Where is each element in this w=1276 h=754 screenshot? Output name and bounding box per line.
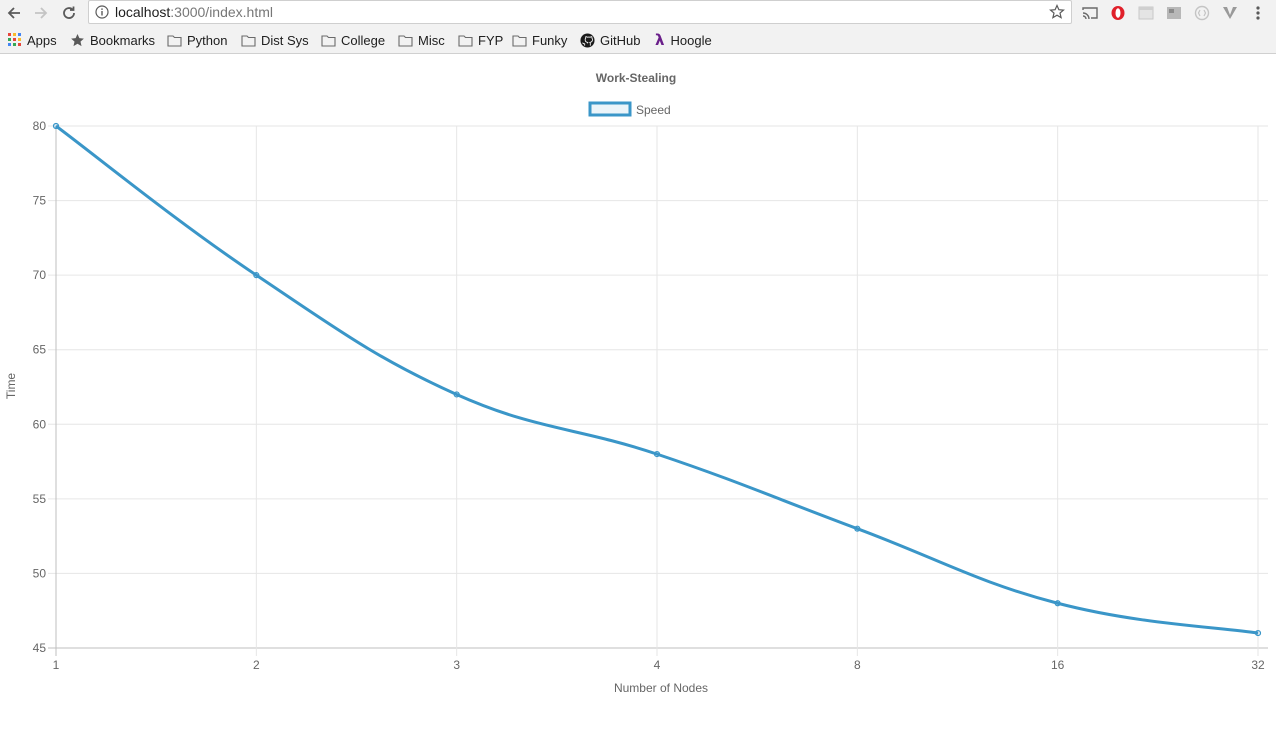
data-point[interactable] xyxy=(1054,600,1061,607)
bookmark-label: Apps xyxy=(27,32,57,48)
extension-icon[interactable] xyxy=(1137,4,1155,22)
data-point[interactable] xyxy=(253,272,260,279)
x-tick-label: 2 xyxy=(253,658,260,672)
x-tick-label: 4 xyxy=(654,658,661,672)
series-group xyxy=(52,122,1262,637)
y-tick-label: 75 xyxy=(33,194,47,208)
bookmark-label: Dist Sys xyxy=(261,32,309,48)
y-tick-label: 50 xyxy=(33,566,47,580)
browser-toolbar: localhost:3000/index.html xyxy=(0,0,1276,26)
folder-icon xyxy=(512,34,527,47)
bookmark-folder-funky[interactable]: Funky xyxy=(512,31,567,49)
y-tick-label: 60 xyxy=(33,417,47,431)
url-path: :3000/index.html xyxy=(170,4,273,20)
forward-arrow-icon xyxy=(35,7,48,19)
lambda-icon: λ xyxy=(655,31,665,49)
folder-icon xyxy=(321,34,336,47)
folder-icon xyxy=(241,34,256,47)
site-info-icon[interactable] xyxy=(95,5,109,24)
series-line-speed xyxy=(55,124,1259,635)
bookmark-folder-fyp[interactable]: FYP xyxy=(458,31,503,49)
bookmark-label: Funky xyxy=(532,32,568,48)
bookmark-label: College xyxy=(341,32,386,48)
reload-icon xyxy=(63,6,75,19)
bookmark-label: Python xyxy=(187,32,228,48)
back-button[interactable] xyxy=(3,2,25,24)
bookmark-github[interactable]: GitHub xyxy=(580,31,640,49)
y-tick-label: 65 xyxy=(33,343,47,357)
x-tick-label: 1 xyxy=(53,658,60,672)
bookmark-label: GitHub xyxy=(600,32,641,48)
extension-icon[interactable] xyxy=(1165,4,1183,22)
browser-chrome: localhost:3000/index.html xyxy=(0,0,1276,54)
cast-icon[interactable] xyxy=(1081,4,1099,22)
data-point[interactable] xyxy=(453,391,460,398)
folder-icon xyxy=(167,34,182,47)
x-tick-label: 16 xyxy=(1051,658,1065,672)
bookmark-hoogle[interactable]: λ Hoogle xyxy=(655,31,712,49)
bookmark-star-icon[interactable] xyxy=(1049,4,1065,25)
bookmark-folder-college[interactable]: College xyxy=(321,31,385,49)
opera-icon[interactable] xyxy=(1109,4,1127,22)
url-host: localhost xyxy=(115,4,171,20)
chart-grid xyxy=(48,125,1268,656)
bookmark-label: Bookmarks xyxy=(90,32,156,48)
y-tick-label: 70 xyxy=(33,268,47,282)
chart-title: Work-Stealing xyxy=(596,71,676,85)
address-bar[interactable]: localhost:3000/index.html xyxy=(88,0,1072,24)
bookmark-label: Hoogle xyxy=(670,32,712,48)
menu-dots-icon[interactable] xyxy=(1249,4,1267,22)
x-axis-title: Number of Nodes xyxy=(614,681,708,695)
bookmark-folder-dist-sys[interactable]: Dist Sys xyxy=(241,31,309,49)
back-arrow-icon xyxy=(7,7,20,19)
legend-swatch xyxy=(588,101,632,117)
data-point[interactable] xyxy=(854,525,861,532)
x-tick-label: 32 xyxy=(1251,658,1265,672)
data-point[interactable] xyxy=(1254,629,1262,637)
y-tick-label: 45 xyxy=(33,641,47,655)
folder-icon xyxy=(398,34,413,47)
x-tick-labels: 1 2 3 4 8 16 32 xyxy=(53,658,1265,672)
data-point[interactable] xyxy=(52,122,60,130)
line-chart: Work-Stealing Speed Time Number of Nodes… xyxy=(4,71,1268,695)
reload-button[interactable] xyxy=(58,2,80,24)
y-tick-label: 55 xyxy=(33,492,47,506)
legend-label: Speed xyxy=(636,103,671,117)
github-icon xyxy=(580,32,595,48)
data-point[interactable] xyxy=(653,451,661,458)
extension-icon[interactable] xyxy=(1193,4,1211,22)
x-tick-label: 8 xyxy=(854,658,861,672)
folder-icon xyxy=(458,34,473,47)
vivaldi-icon[interactable] xyxy=(1221,4,1239,22)
apps-grid-icon xyxy=(8,33,21,46)
chart-area: Work-Stealing Speed Time Number of Nodes… xyxy=(0,54,1276,749)
bookmarks-bar: Apps Bookmarks Python Dist Sys College M… xyxy=(0,27,1276,53)
y-tick-label: 80 xyxy=(33,119,47,133)
y-axis-title: Time xyxy=(4,373,18,400)
legend[interactable]: Speed xyxy=(588,101,671,117)
bookmark-bookmarks[interactable]: Bookmarks xyxy=(70,31,155,49)
star-icon xyxy=(71,33,84,46)
y-tick-labels: 45 50 55 60 65 70 75 80 xyxy=(33,119,47,655)
url-text: localhost:3000/index.html xyxy=(115,4,273,20)
forward-button[interactable] xyxy=(30,2,52,24)
bookmark-folder-python[interactable]: Python xyxy=(167,31,227,49)
bookmark-folder-misc[interactable]: Misc xyxy=(398,31,445,49)
bookmark-label: FYP xyxy=(478,32,504,48)
x-tick-label: 3 xyxy=(453,658,460,672)
bookmark-label: Misc xyxy=(418,32,445,48)
bookmark-apps[interactable]: Apps xyxy=(8,31,57,49)
